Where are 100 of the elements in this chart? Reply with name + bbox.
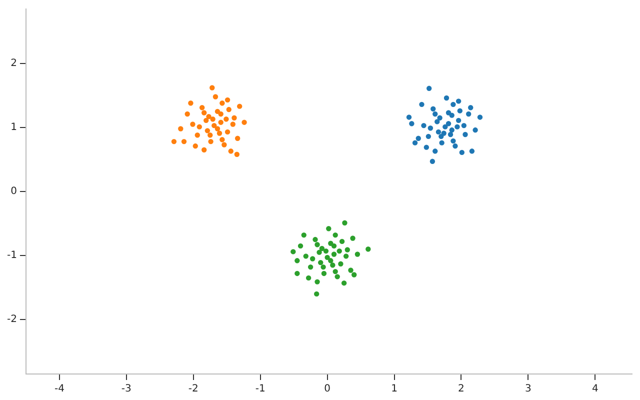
point bbox=[228, 148, 234, 154]
point bbox=[444, 95, 450, 101]
point bbox=[242, 120, 247, 125]
point bbox=[210, 85, 215, 90]
point bbox=[436, 129, 442, 135]
point bbox=[409, 121, 414, 126]
point bbox=[208, 132, 213, 138]
y-tick-label: -1 bbox=[6, 250, 17, 262]
point bbox=[306, 275, 312, 281]
point bbox=[456, 118, 462, 124]
point bbox=[424, 144, 430, 150]
point bbox=[318, 260, 324, 266]
x-tick-label: -3 bbox=[121, 384, 132, 395]
point bbox=[334, 274, 340, 280]
point bbox=[199, 105, 205, 110]
point bbox=[332, 232, 338, 238]
point bbox=[194, 132, 200, 138]
point bbox=[469, 148, 475, 154]
point bbox=[421, 122, 426, 128]
point bbox=[206, 114, 212, 120]
point bbox=[192, 143, 198, 149]
point bbox=[472, 127, 478, 133]
point bbox=[310, 256, 316, 262]
point bbox=[332, 268, 338, 274]
point bbox=[314, 242, 320, 248]
point bbox=[236, 104, 242, 109]
point bbox=[201, 147, 207, 152]
point bbox=[312, 236, 318, 242]
x-tick-label: -4 bbox=[54, 384, 64, 395]
point bbox=[416, 136, 421, 141]
point bbox=[220, 100, 225, 106]
point bbox=[437, 115, 442, 120]
point bbox=[290, 249, 296, 254]
point bbox=[234, 136, 240, 141]
point bbox=[344, 247, 350, 252]
point bbox=[324, 254, 330, 260]
point bbox=[220, 137, 225, 142]
point bbox=[448, 132, 454, 138]
point bbox=[212, 94, 218, 100]
point bbox=[294, 258, 300, 264]
x-tick-label: 2 bbox=[458, 384, 464, 395]
point bbox=[432, 148, 438, 154]
point bbox=[341, 280, 347, 286]
point bbox=[450, 138, 456, 144]
point bbox=[457, 108, 462, 114]
point bbox=[208, 138, 214, 144]
y-tick-label: 0 bbox=[10, 186, 17, 198]
point bbox=[210, 116, 216, 122]
point bbox=[330, 262, 336, 268]
point bbox=[456, 98, 462, 104]
point bbox=[230, 122, 236, 127]
point bbox=[323, 248, 329, 254]
point bbox=[351, 272, 357, 278]
point bbox=[188, 100, 194, 106]
x-tick-label: 1 bbox=[391, 384, 398, 395]
point bbox=[461, 122, 467, 128]
point bbox=[320, 264, 326, 270]
point bbox=[430, 158, 436, 164]
point bbox=[204, 128, 210, 134]
point bbox=[224, 129, 230, 135]
point bbox=[428, 126, 434, 131]
point bbox=[462, 132, 468, 138]
point bbox=[426, 134, 432, 140]
y-tick-label: 2 bbox=[10, 58, 17, 70]
point bbox=[468, 105, 474, 110]
point bbox=[222, 142, 227, 148]
point bbox=[214, 126, 220, 132]
point bbox=[449, 112, 454, 118]
point bbox=[328, 258, 334, 264]
point bbox=[452, 143, 458, 149]
point bbox=[224, 116, 229, 122]
point bbox=[442, 124, 448, 130]
point bbox=[339, 238, 345, 244]
point bbox=[218, 111, 224, 117]
x-tick-label: -2 bbox=[188, 384, 198, 395]
point bbox=[336, 248, 342, 254]
point bbox=[298, 243, 304, 249]
point bbox=[201, 110, 207, 116]
y-tick-label: -2 bbox=[6, 314, 17, 326]
point bbox=[224, 97, 230, 103]
point bbox=[338, 261, 344, 266]
point bbox=[181, 138, 187, 144]
point bbox=[466, 111, 472, 117]
point bbox=[446, 121, 452, 126]
point bbox=[226, 106, 232, 112]
point bbox=[234, 152, 240, 157]
point bbox=[354, 252, 360, 257]
point bbox=[438, 134, 444, 140]
point bbox=[190, 122, 196, 127]
point bbox=[319, 246, 325, 252]
x-tick-label: -1 bbox=[255, 384, 266, 395]
point bbox=[308, 264, 314, 270]
point bbox=[178, 126, 184, 132]
point bbox=[449, 127, 454, 133]
point bbox=[316, 250, 322, 255]
y-tick-label: 1 bbox=[10, 122, 17, 134]
point bbox=[331, 243, 337, 249]
point bbox=[196, 124, 202, 130]
point bbox=[331, 252, 337, 257]
point bbox=[430, 106, 436, 112]
